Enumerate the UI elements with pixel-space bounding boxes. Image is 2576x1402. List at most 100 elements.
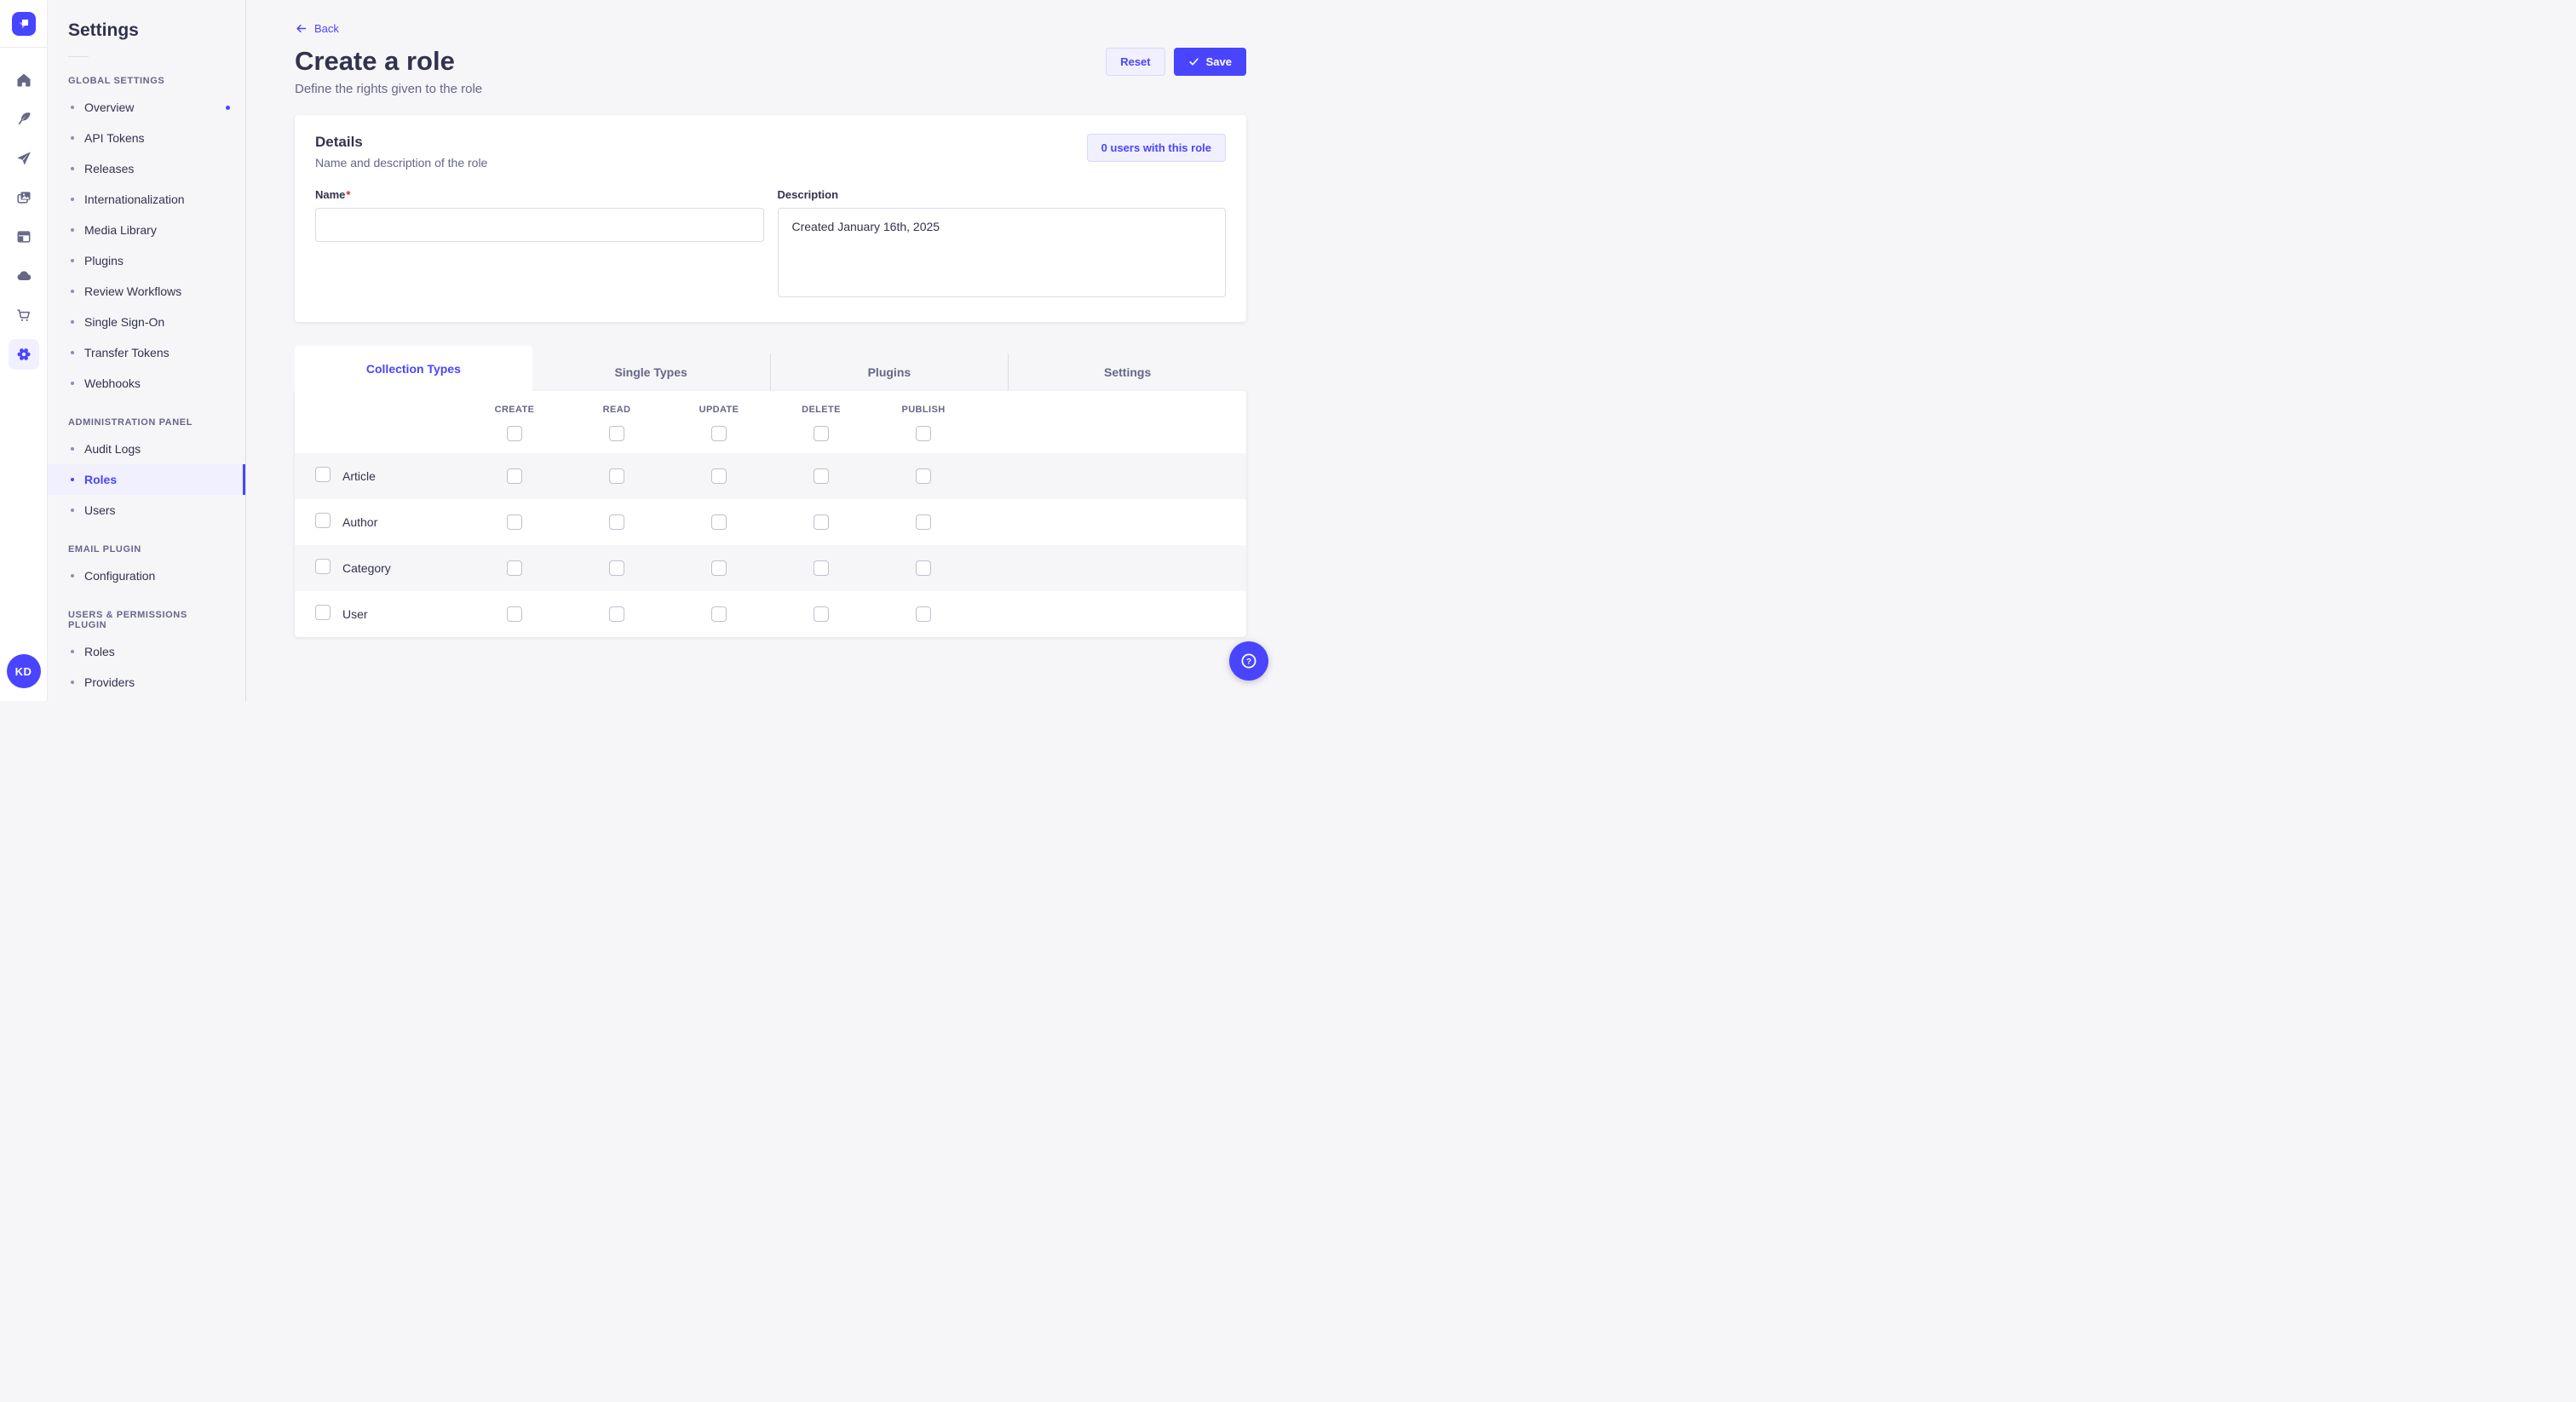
- category-read-checkbox[interactable]: [609, 560, 624, 576]
- author-row-checkbox[interactable]: [315, 512, 331, 528]
- media-library-icon[interactable]: [7, 181, 41, 215]
- description-textarea[interactable]: Created January 16th, 2025: [777, 208, 1226, 297]
- bullet-icon: [71, 167, 74, 170]
- select-all-update-checkbox[interactable]: [711, 426, 727, 441]
- user-update-checkbox[interactable]: [711, 606, 727, 622]
- column-header-label: UPDATE: [699, 405, 739, 415]
- sidebar-item-users[interactable]: Users: [48, 495, 245, 526]
- tab-collection-types[interactable]: Collection Types: [295, 346, 532, 391]
- permission-cell: [770, 560, 872, 576]
- sidebar-item-api-tokens[interactable]: API Tokens: [48, 123, 245, 153]
- select-all-create-checkbox[interactable]: [507, 426, 522, 441]
- article-publish-checkbox[interactable]: [916, 468, 931, 484]
- strapi-logo-glyph: [18, 20, 28, 29]
- cart-icon[interactable]: [7, 298, 41, 332]
- home-icon[interactable]: [7, 63, 41, 97]
- users-with-role-label: 0 users with this role: [1101, 141, 1211, 154]
- column-header-update: UPDATE: [668, 405, 770, 441]
- layout-icon[interactable]: [7, 220, 41, 254]
- sidebar-item-roles[interactable]: Roles: [48, 464, 245, 495]
- bullet-icon: [71, 681, 74, 684]
- name-input[interactable]: [315, 208, 764, 242]
- bullet-icon: [71, 320, 74, 324]
- article-update-checkbox[interactable]: [711, 468, 727, 484]
- user-read-checkbox[interactable]: [609, 606, 624, 622]
- user-create-checkbox[interactable]: [507, 606, 522, 622]
- select-all-read-checkbox[interactable]: [609, 426, 624, 441]
- subnav-section-label: USERS & PERMISSIONS PLUGIN: [68, 610, 187, 630]
- author-delete-checkbox[interactable]: [814, 514, 829, 530]
- sidebar-item-audit-logs[interactable]: Audit Logs: [48, 434, 245, 464]
- sidebar-item-internationalization[interactable]: Internationalization: [48, 184, 245, 215]
- column-header-label: PUBLISH: [901, 405, 946, 415]
- category-delete-checkbox[interactable]: [814, 560, 829, 576]
- back-link[interactable]: Back: [295, 22, 339, 35]
- sidebar-item-media-library[interactable]: Media Library: [48, 215, 245, 245]
- sidebar-item-webhooks[interactable]: Webhooks: [48, 368, 245, 399]
- save-button-label: Save: [1205, 55, 1232, 68]
- bullet-icon: [71, 382, 74, 385]
- column-header-label: READ: [602, 405, 631, 415]
- sidebar-item-overview[interactable]: Overview: [48, 92, 245, 123]
- category-publish-checkbox[interactable]: [916, 560, 931, 576]
- sidebar-item-label: Internationalization: [84, 192, 185, 206]
- permissions-tabs: Collection Types Single Types Plugins Setti…: [295, 346, 1246, 391]
- user-row-checkbox[interactable]: [315, 604, 331, 620]
- arrow-left-icon: [296, 25, 307, 32]
- sidebar-item-label: Users: [84, 503, 116, 517]
- bullet-icon: [71, 259, 74, 262]
- table-row-category: Category: [295, 545, 1246, 591]
- sidebar-item-review-workflows[interactable]: Review Workflows: [48, 276, 245, 307]
- rail-header: [0, 0, 47, 48]
- reset-button[interactable]: Reset: [1106, 47, 1165, 76]
- user-avatar[interactable]: KD: [6, 654, 41, 688]
- feather-icon[interactable]: [7, 102, 41, 136]
- bullet-icon: [71, 228, 74, 232]
- cloud-icon[interactable]: [7, 259, 41, 293]
- table-row-author: Author: [295, 499, 1246, 545]
- sidebar-item-configuration[interactable]: Configuration: [48, 560, 245, 591]
- user-delete-checkbox[interactable]: [814, 606, 829, 622]
- permission-cell: [566, 606, 668, 622]
- row-label: User: [342, 607, 368, 621]
- row-label: Author: [342, 515, 378, 529]
- category-row-checkbox[interactable]: [315, 558, 331, 574]
- svg-text:?: ?: [1246, 657, 1251, 666]
- page-title: Create a role: [295, 46, 455, 76]
- sidebar-item-single-sign-on[interactable]: Single Sign-On: [48, 307, 245, 337]
- article-create-checkbox[interactable]: [507, 468, 522, 484]
- category-create-checkbox[interactable]: [507, 560, 522, 576]
- permission-cell: [770, 606, 872, 622]
- save-button[interactable]: Save: [1173, 47, 1246, 76]
- settings-gear-icon[interactable]: [8, 339, 39, 370]
- article-delete-checkbox[interactable]: [814, 468, 829, 484]
- main-content: Back Create a role Reset Save Define the…: [246, 0, 1288, 701]
- sidebar-item-plugins[interactable]: Plugins: [48, 245, 245, 276]
- author-create-checkbox[interactable]: [507, 514, 522, 530]
- author-read-checkbox[interactable]: [609, 514, 624, 530]
- name-label: Name*: [315, 188, 351, 201]
- tab-settings[interactable]: Settings: [1008, 353, 1246, 391]
- select-all-delete-checkbox[interactable]: [814, 426, 829, 441]
- sidebar-item-releases[interactable]: Releases: [48, 153, 245, 184]
- sidebar-item-providers[interactable]: Providers: [48, 667, 245, 698]
- sidebar-item-label: Webhooks: [84, 376, 141, 390]
- article-row-checkbox[interactable]: [315, 466, 331, 482]
- strapi-logo[interactable]: [11, 12, 36, 36]
- sidebar-item-roles[interactable]: Roles: [48, 636, 245, 667]
- select-all-publish-checkbox[interactable]: [916, 426, 931, 441]
- sidebar-item-transfer-tokens[interactable]: Transfer Tokens: [48, 337, 245, 368]
- sidebar-item-label: Plugins: [84, 254, 124, 267]
- article-read-checkbox[interactable]: [609, 468, 624, 484]
- author-publish-checkbox[interactable]: [916, 514, 931, 530]
- tab-plugins[interactable]: Plugins: [769, 353, 1009, 391]
- user-publish-checkbox[interactable]: [916, 606, 931, 622]
- tab-single-types[interactable]: Single Types: [532, 353, 770, 391]
- permission-cell: [463, 606, 566, 622]
- category-update-checkbox[interactable]: [711, 560, 727, 576]
- author-update-checkbox[interactable]: [711, 514, 727, 530]
- users-with-role-button[interactable]: 0 users with this role: [1086, 134, 1226, 162]
- required-asterisk: *: [346, 188, 351, 201]
- help-button[interactable]: ?: [1229, 641, 1268, 681]
- paper-plane-icon[interactable]: [7, 141, 41, 175]
